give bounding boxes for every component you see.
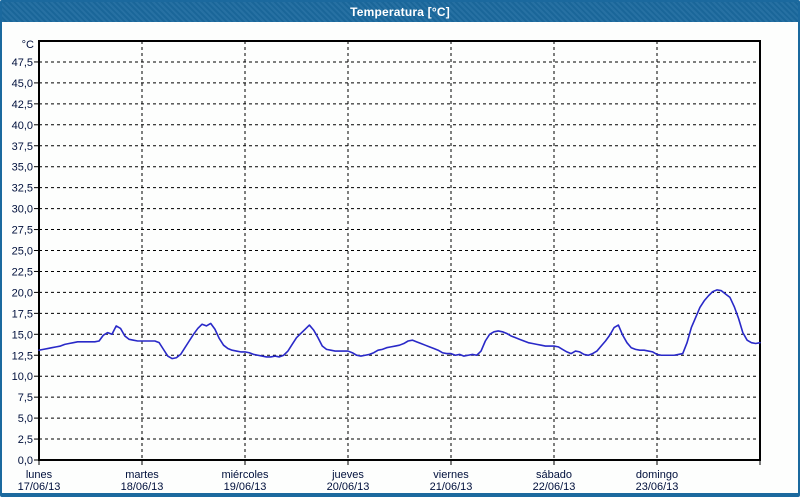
plot-border <box>38 40 761 461</box>
y-tick-label: 17,5 <box>12 308 33 320</box>
y-tick-label: 47,5 <box>12 57 33 69</box>
x-day-label: sábado <box>536 469 572 481</box>
y-tick-label: 7,5 <box>18 392 33 404</box>
y-tick-label: 5,0 <box>18 413 33 425</box>
x-date-label: 21/06/13 <box>430 481 473 493</box>
y-tick-label: 0,0 <box>18 455 33 467</box>
x-day-label: jueves <box>331 469 364 481</box>
x-day-label: domingo <box>636 469 678 481</box>
y-tick-label: 30,0 <box>12 204 33 216</box>
plot-frame <box>38 40 761 461</box>
axis-ticks <box>34 61 761 465</box>
window-title: Temperatura [°C] <box>350 5 450 19</box>
y-tick-label: 2,5 <box>18 434 33 446</box>
x-date-label: 23/06/13 <box>636 481 679 493</box>
x-date-label: 19/06/13 <box>224 481 267 493</box>
y-tick-label: 12,5 <box>12 350 33 362</box>
y-tick-label: 32,5 <box>12 183 33 195</box>
y-tick-label: 20,0 <box>12 287 33 299</box>
x-day-label: miércoles <box>221 469 269 481</box>
y-tick-label: 25,0 <box>12 246 33 258</box>
y-tick-label: 22,5 <box>12 266 33 278</box>
y-tick-label: 37,5 <box>12 141 33 153</box>
y-tick-label: 40,0 <box>12 120 33 132</box>
x-date-label: 18/06/13 <box>121 481 164 493</box>
y-axis-unit-label: °C <box>22 39 34 51</box>
y-tick-label: 35,0 <box>12 162 33 174</box>
temperature-series-line <box>38 289 761 360</box>
x-date-label: 20/06/13 <box>327 481 370 493</box>
plot-grid <box>39 41 760 460</box>
temperature-line <box>38 289 761 360</box>
x-day-label: lunes <box>26 469 53 481</box>
x-date-label: 22/06/13 <box>533 481 576 493</box>
title-bar: Temperatura [°C] <box>2 2 798 22</box>
x-day-label: martes <box>125 469 159 481</box>
y-tick-label: 10,0 <box>12 371 33 383</box>
y-tick-label: 27,5 <box>12 225 33 237</box>
temperature-chart: 47,5 45,0 42,5 40,0 37,5 35,0 32,5 30,0 27,5 25,0… <box>12 39 761 493</box>
x-day-label: viernes <box>433 469 469 481</box>
y-tick-label: 15,0 <box>12 329 33 341</box>
x-date-label: 17/06/13 <box>18 481 61 493</box>
y-axis-labels: 47,5 45,0 42,5 40,0 37,5 35,0 32,5 30,0 27,5 25,0… <box>12 39 34 467</box>
y-tick-label: 45,0 <box>12 78 33 90</box>
y-tick-label: 42,5 <box>12 99 33 111</box>
